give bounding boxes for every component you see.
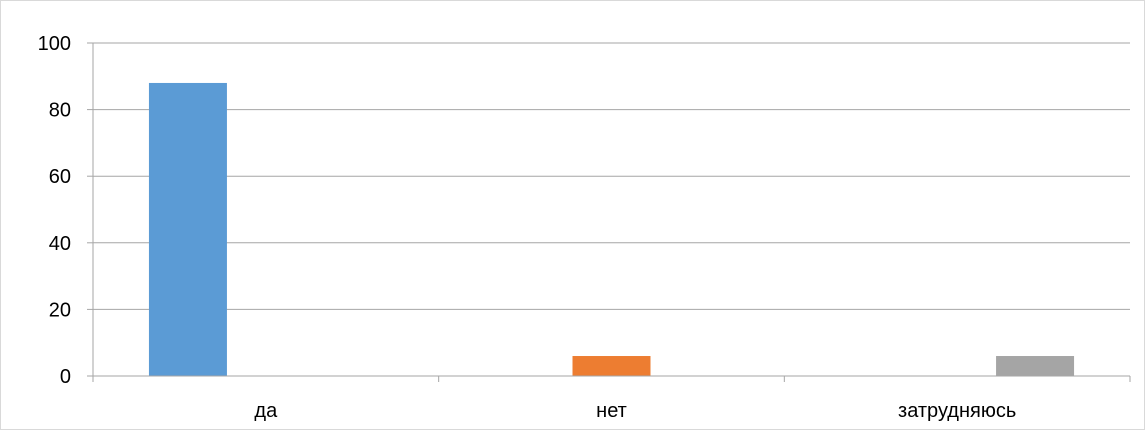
x-tick-labels: да нет затрудняюсь [254, 400, 1016, 422]
y-tick-labels: 0 20 40 60 80 100 [38, 33, 71, 388]
y-tick-label: 60 [49, 166, 71, 188]
bars [148, 82, 1075, 377]
x-tick-label: нет [596, 400, 627, 422]
axes [87, 42, 1131, 382]
bar [572, 356, 651, 376]
y-tick-label: 40 [49, 233, 71, 255]
bar [148, 82, 227, 377]
y-tick-label: 80 [49, 100, 71, 122]
gridlines [93, 42, 1130, 310]
y-tick-label: 20 [49, 299, 71, 321]
y-tick-label: 0 [60, 366, 71, 388]
bar [996, 356, 1075, 376]
x-tick-label: да [254, 400, 278, 422]
y-tick-label: 100 [38, 33, 71, 55]
x-tick-label: затрудняюсь [898, 400, 1016, 422]
